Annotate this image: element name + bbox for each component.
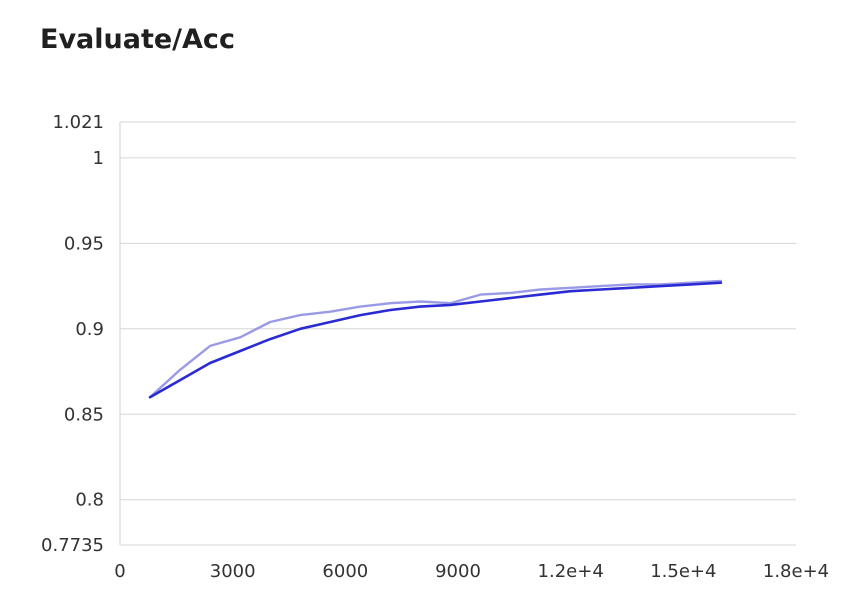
- y-tick-label: 1: [93, 148, 104, 169]
- x-tick-label: 9000: [435, 561, 481, 582]
- y-tick-label: 0.7735: [41, 535, 104, 556]
- gridlines: [119, 121, 796, 546]
- y-tick-label: 0.95: [64, 233, 104, 254]
- x-tick-label: 6000: [322, 561, 368, 582]
- y-tick-label: 0.8: [75, 490, 104, 511]
- series-line-2: [148, 281, 723, 399]
- series-line-1: [148, 279, 723, 399]
- x-tick-label: 3000: [210, 561, 256, 582]
- x-tick-label: 1.5e+4: [650, 561, 716, 582]
- chart-title: Evaluate/Acc: [40, 24, 235, 55]
- series-lines: [148, 279, 723, 399]
- x-tick-label: 1.8e+4: [763, 561, 829, 582]
- y-tick-label: 0.85: [64, 404, 104, 425]
- y-tick-label: 0.9: [75, 319, 104, 340]
- y-axis: 0.7735 0.8 0.85 0.9 0.95 1 1.021: [41, 112, 104, 556]
- x-tick-label: 0: [114, 561, 125, 582]
- y-tick-label: 1.021: [52, 112, 104, 133]
- x-axis: 0 3000 6000 9000 1.2e+4 1.5e+4 1.8e+4: [114, 561, 829, 582]
- x-tick-label: 1.2e+4: [538, 561, 604, 582]
